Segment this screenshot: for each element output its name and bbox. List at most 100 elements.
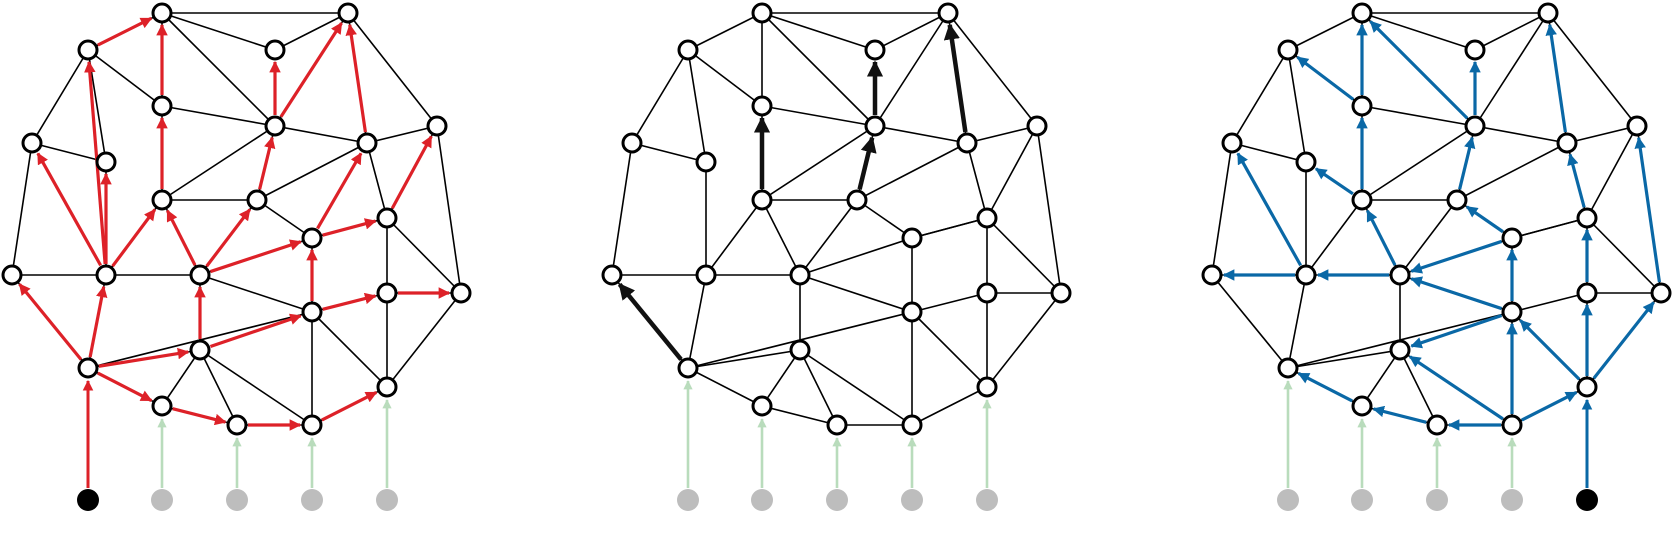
flow-arrow bbox=[1521, 390, 1578, 422]
flow-arrow bbox=[321, 390, 378, 422]
inactive-source-dot bbox=[976, 489, 998, 511]
mesh-node bbox=[189, 264, 211, 286]
inactive-source-dot bbox=[677, 489, 699, 511]
mesh-edge bbox=[366, 142, 388, 219]
mesh-node bbox=[864, 115, 886, 137]
mesh-node bbox=[450, 282, 472, 304]
mesh-nodes bbox=[1, 2, 472, 436]
mesh-edge bbox=[911, 217, 988, 239]
mesh-node bbox=[976, 376, 998, 398]
mesh-edge bbox=[1211, 274, 1289, 369]
flow-arrow bbox=[279, 22, 343, 118]
mesh-node bbox=[751, 395, 773, 417]
flow-arrow bbox=[209, 239, 302, 274]
mesh-node bbox=[826, 414, 848, 436]
mesh-edge bbox=[199, 349, 238, 426]
mesh-edge bbox=[799, 237, 913, 276]
mesh-edge bbox=[687, 12, 763, 51]
inactive-source-dot bbox=[1426, 489, 1448, 511]
mesh-edge bbox=[11, 142, 33, 276]
mesh-edge bbox=[856, 199, 913, 239]
mesh-node bbox=[1464, 115, 1486, 137]
mesh-edge bbox=[1231, 49, 1289, 144]
mesh-node bbox=[426, 115, 448, 137]
mesh-node bbox=[301, 227, 323, 249]
flow-arrow bbox=[1567, 153, 1586, 208]
mesh-node bbox=[1501, 227, 1523, 249]
mesh-edge bbox=[761, 199, 801, 276]
flow-arrow bbox=[1634, 136, 1662, 283]
mesh-edge bbox=[1586, 125, 1638, 219]
mesh-node bbox=[337, 2, 359, 24]
flow-arrow bbox=[172, 407, 227, 426]
mesh-edge bbox=[274, 125, 368, 144]
mesh-node bbox=[301, 301, 323, 323]
mesh-edge bbox=[1566, 125, 1638, 144]
mesh-edge bbox=[611, 142, 633, 276]
mesh-node bbox=[1446, 189, 1468, 211]
mesh-edge bbox=[874, 12, 949, 127]
mesh-node bbox=[976, 282, 998, 304]
mesh-node bbox=[864, 39, 886, 61]
flow-arrow bbox=[1545, 23, 1567, 133]
inactive-source-dot bbox=[376, 489, 398, 511]
source-dots bbox=[77, 489, 398, 511]
mesh-node bbox=[151, 2, 173, 24]
mesh-edge bbox=[1361, 349, 1401, 407]
mesh-node bbox=[356, 132, 378, 154]
mesh-node bbox=[846, 189, 868, 211]
mesh-edge bbox=[966, 142, 988, 219]
panel-left bbox=[1, 2, 472, 511]
inactive-source-dot bbox=[901, 489, 923, 511]
mesh-node bbox=[1295, 151, 1317, 173]
mesh-edge bbox=[761, 12, 876, 127]
flow-arrow bbox=[1409, 355, 1504, 421]
mesh-edge bbox=[911, 311, 988, 388]
mesh-edge bbox=[687, 274, 707, 369]
flow-arrow bbox=[18, 283, 83, 361]
mesh-node bbox=[751, 95, 773, 117]
flow-arrow bbox=[322, 218, 377, 237]
mesh-edges bbox=[611, 12, 1062, 426]
mesh-edge bbox=[966, 125, 1038, 144]
flow-arrow bbox=[1314, 167, 1354, 196]
inactive-source-dot bbox=[301, 489, 323, 511]
mesh-edge bbox=[256, 142, 368, 201]
mesh-node bbox=[1351, 189, 1373, 211]
mesh-edge bbox=[386, 217, 462, 294]
mesh-edge bbox=[1231, 142, 1307, 163]
flow-arrow bbox=[111, 208, 157, 268]
mesh-edge bbox=[947, 12, 1038, 127]
inactive-source-dot bbox=[751, 489, 773, 511]
mesh-node bbox=[376, 282, 398, 304]
flow-arrow bbox=[98, 347, 190, 368]
mesh-node bbox=[151, 189, 173, 211]
mesh-edge bbox=[199, 349, 313, 426]
mesh-edge bbox=[347, 12, 438, 127]
mesh-edge bbox=[1474, 125, 1568, 144]
mesh-edge bbox=[761, 105, 876, 127]
source-feeders bbox=[1283, 380, 1593, 488]
flow-arrow bbox=[857, 136, 877, 190]
mesh-edge bbox=[631, 49, 689, 144]
mesh-edge bbox=[31, 142, 107, 163]
mesh-edge bbox=[761, 405, 838, 426]
mesh-node bbox=[1389, 264, 1411, 286]
mesh-node bbox=[1295, 264, 1317, 286]
flow-arrows bbox=[617, 23, 968, 361]
mesh-node bbox=[901, 414, 923, 436]
active-source-dot bbox=[77, 489, 99, 511]
mesh-edge bbox=[1361, 12, 1476, 51]
mesh-edge bbox=[1399, 349, 1438, 426]
mesh-node bbox=[976, 207, 998, 229]
flow-arrow bbox=[617, 282, 683, 361]
mesh-edge bbox=[856, 142, 968, 201]
mesh-edge bbox=[799, 199, 858, 276]
flow-arrow bbox=[390, 135, 433, 210]
flow-arrows bbox=[1222, 20, 1662, 431]
mesh-edge bbox=[1586, 217, 1662, 294]
mesh-node bbox=[1626, 115, 1648, 137]
flow-arrow bbox=[1410, 276, 1503, 311]
panel-middle bbox=[601, 2, 1072, 511]
